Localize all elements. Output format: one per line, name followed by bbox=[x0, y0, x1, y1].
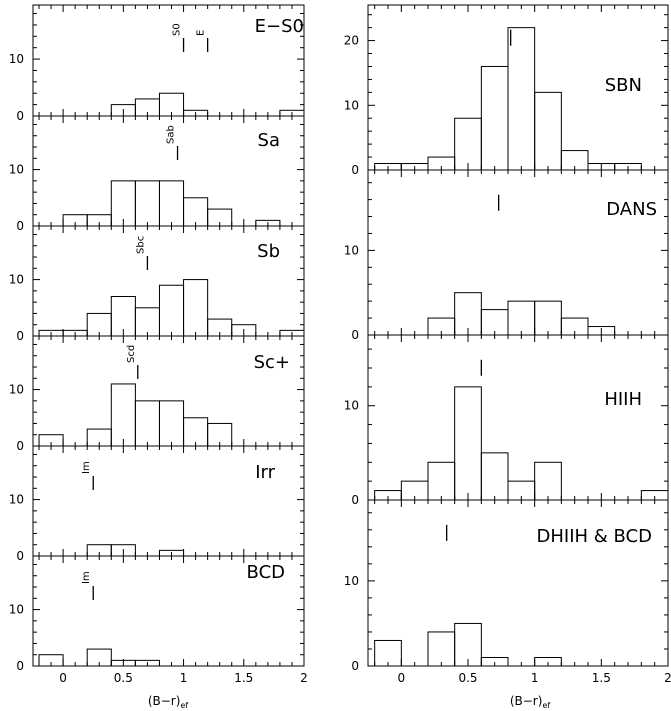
panel-sb: Sb 0 10 Sbc bbox=[9, 225, 305, 343]
y-tick-label: 10 bbox=[344, 574, 359, 588]
panel-title: HIIH bbox=[604, 389, 642, 410]
panel-sc-plus: Sc+ 0 10 Scd bbox=[9, 335, 305, 453]
y-tick-label: 10 bbox=[9, 493, 24, 507]
panel-e-s0: E−S0 0 10 S0 E bbox=[9, 4, 305, 123]
x-axis-label-main: (B−r) bbox=[148, 694, 181, 708]
histogram-bar bbox=[158, 284, 185, 337]
y-tick-label: 10 bbox=[9, 273, 24, 287]
histogram-bar bbox=[534, 461, 562, 501]
plot-frame bbox=[367, 499, 669, 667]
x-tick-label: 0.5 bbox=[114, 671, 133, 685]
y-tick-label: 10 bbox=[9, 603, 24, 617]
panel-sbn: SBN 0 10 20 bbox=[344, 4, 669, 177]
y-tick-label: 0 bbox=[16, 549, 24, 563]
y-tick-label: 0 bbox=[351, 163, 359, 177]
panel-dhiih-bcd: DHIIH & BCD 0 10 0 0.5 1 1.5 2 bbox=[344, 499, 671, 685]
panel-hiih: HIIH 0 10 bbox=[344, 334, 669, 507]
histogram-bar bbox=[183, 417, 209, 447]
panel-title: E−S0 bbox=[255, 16, 304, 37]
y-tick-label: 10 bbox=[344, 399, 359, 413]
y-tick-label: 0 bbox=[16, 659, 24, 673]
y-tick-label: 0 bbox=[351, 659, 359, 673]
x-axis-label-subscript: ef bbox=[180, 701, 188, 710]
y-tick-label: 0 bbox=[351, 328, 359, 342]
median-marker-label: E bbox=[196, 30, 207, 36]
x-tick-label: 2 bbox=[300, 671, 308, 685]
x-tick-label: 1 bbox=[531, 671, 539, 685]
histogram-bar bbox=[183, 279, 209, 337]
y-tick-label: 10 bbox=[344, 243, 359, 257]
x-tick-label: 1 bbox=[180, 671, 188, 685]
panel-bcd: BCD 0 10 0 0.5 1 1.5 2 Im bbox=[9, 555, 308, 685]
panel-title: DHIIH & BCD bbox=[537, 526, 653, 547]
x-axis-label-left: (B−r)ef bbox=[148, 694, 189, 710]
x-axis-label-subscript: ef bbox=[542, 701, 550, 710]
histogram-bar bbox=[110, 383, 136, 447]
y-tick-label: 10 bbox=[344, 98, 359, 112]
histogram-bar bbox=[134, 400, 160, 447]
histogram-bar bbox=[507, 300, 536, 336]
plot-frame bbox=[367, 334, 669, 501]
histogram-bar bbox=[134, 307, 160, 337]
median-marker-label: Sab bbox=[166, 125, 177, 144]
x-tick-label: 0.5 bbox=[458, 671, 477, 685]
x-axis-label-main: (B−r) bbox=[510, 694, 543, 708]
median-marker-label: Scd bbox=[126, 345, 137, 363]
histogram-bar bbox=[507, 27, 536, 171]
panel-irr: Irr 0 10 Im bbox=[9, 445, 305, 563]
panel-title: SBN bbox=[605, 75, 642, 96]
plot-frame bbox=[367, 169, 669, 336]
y-tick-label: 10 bbox=[9, 163, 24, 177]
x-axis-label-right: (B−r)ef bbox=[510, 694, 551, 710]
panel-title: Sa bbox=[258, 130, 280, 151]
y-tick-label: 0 bbox=[16, 109, 24, 123]
histogram-bar bbox=[158, 180, 185, 227]
median-marker-label: Im bbox=[81, 461, 92, 474]
y-tick-label: 20 bbox=[344, 34, 359, 48]
y-tick-label: 0 bbox=[16, 219, 24, 233]
panel-title: BCD bbox=[247, 562, 285, 583]
panel-dans: DANS 0 10 bbox=[344, 169, 669, 342]
y-tick-label: 0 bbox=[16, 329, 24, 343]
x-tick-label: 1.5 bbox=[592, 671, 611, 685]
y-tick-label: 0 bbox=[351, 493, 359, 507]
histogram-bar bbox=[183, 197, 209, 227]
x-tick-label: 2 bbox=[664, 671, 671, 685]
histogram-bar bbox=[534, 300, 562, 336]
histogram-bar bbox=[480, 452, 509, 501]
median-marker-label: Im bbox=[81, 571, 92, 584]
histogram-bar bbox=[158, 400, 185, 447]
plot-frame bbox=[32, 555, 305, 667]
panel-title: Sc+ bbox=[254, 352, 290, 373]
x-tick-label: 0 bbox=[398, 671, 406, 685]
histogram-bar bbox=[480, 65, 509, 171]
y-tick-label: 0 bbox=[16, 439, 24, 453]
median-marker-label: S0 bbox=[172, 23, 183, 36]
histogram-bar bbox=[454, 117, 482, 171]
panel-sa: Sa 0 10 Sab bbox=[9, 115, 305, 233]
y-tick-label: 10 bbox=[9, 383, 24, 397]
panel-title: Sb bbox=[257, 241, 280, 262]
histogram-bar bbox=[134, 180, 160, 227]
x-tick-label: 1.5 bbox=[234, 671, 253, 685]
histogram-bar bbox=[427, 631, 456, 667]
x-tick-label: 0 bbox=[59, 671, 67, 685]
histogram-bar bbox=[534, 91, 562, 171]
y-tick-label: 10 bbox=[9, 52, 24, 66]
panel-title: DANS bbox=[606, 199, 657, 220]
histogram-bar bbox=[454, 386, 482, 501]
median-marker-label: Sbc bbox=[135, 236, 146, 254]
panel-title: Irr bbox=[255, 462, 275, 483]
histogram-bar bbox=[427, 461, 456, 501]
